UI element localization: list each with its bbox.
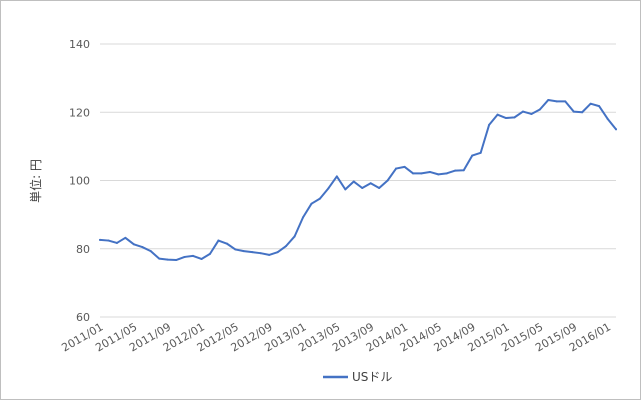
data-point [581, 111, 584, 114]
data-point [530, 112, 533, 115]
data-point [513, 116, 516, 119]
data-point [132, 243, 135, 246]
y-tick-label: 80 [76, 243, 90, 256]
data-point [327, 187, 330, 190]
data-point [411, 172, 414, 175]
data-point [310, 202, 313, 205]
data-point [276, 251, 279, 254]
data-point [496, 113, 499, 116]
data-point [538, 108, 541, 111]
y-tick-label: 60 [76, 311, 90, 324]
series-line [99, 98, 617, 262]
data-point [183, 255, 186, 258]
legend-label: USドル [352, 370, 392, 384]
data-point [521, 110, 524, 113]
data-point [293, 235, 296, 238]
data-point [445, 172, 448, 175]
data-point [149, 250, 152, 253]
data-point [268, 253, 271, 256]
data-point [107, 239, 110, 242]
data-point [589, 102, 592, 105]
y-tick-label: 100 [69, 175, 90, 188]
data-point [454, 169, 457, 172]
data-point [547, 98, 550, 101]
data-point [225, 242, 228, 245]
data-point [318, 197, 321, 200]
series-layer [99, 98, 617, 262]
data-point [335, 175, 338, 178]
data-point [352, 180, 355, 183]
data-point [598, 105, 601, 108]
data-point [302, 216, 305, 219]
data-point [141, 246, 144, 249]
data-point [606, 117, 609, 120]
y-axis-ticks: 60 80 100 120 140 [69, 38, 90, 324]
data-point [471, 154, 474, 157]
data-point [124, 236, 127, 239]
data-point [361, 187, 364, 190]
data-point [344, 188, 347, 191]
data-point [175, 259, 178, 262]
x-axis-ticks: 2011/012011/052011/092012/012012/052012/… [59, 320, 613, 354]
data-point [555, 100, 558, 103]
data-point [462, 169, 465, 172]
data-point [285, 245, 288, 248]
data-point [234, 248, 237, 251]
data-point [428, 170, 431, 173]
data-point [505, 117, 508, 120]
data-point [564, 100, 567, 103]
data-point [386, 179, 389, 182]
legend: USドル [323, 370, 392, 384]
data-point [242, 250, 245, 253]
data-point [115, 241, 118, 244]
data-point [479, 151, 482, 154]
data-point [192, 254, 195, 257]
data-point [369, 182, 372, 185]
data-point [251, 251, 254, 254]
data-point [403, 165, 406, 168]
data-point [488, 123, 491, 126]
data-point [437, 173, 440, 176]
data-point [572, 110, 575, 113]
data-point [166, 258, 169, 261]
data-point [378, 187, 381, 190]
gridlines [100, 43, 616, 318]
data-point [99, 238, 101, 241]
y-tick-label: 140 [69, 38, 90, 51]
y-tick-label: 120 [69, 106, 90, 119]
data-point [615, 128, 617, 131]
data-point [395, 167, 398, 170]
data-point [217, 239, 220, 242]
data-point [420, 172, 423, 175]
data-point [208, 252, 211, 255]
data-point [200, 257, 203, 260]
data-point [158, 257, 161, 260]
data-point [259, 252, 262, 255]
y-axis-label: 単位: 円 [28, 159, 43, 203]
